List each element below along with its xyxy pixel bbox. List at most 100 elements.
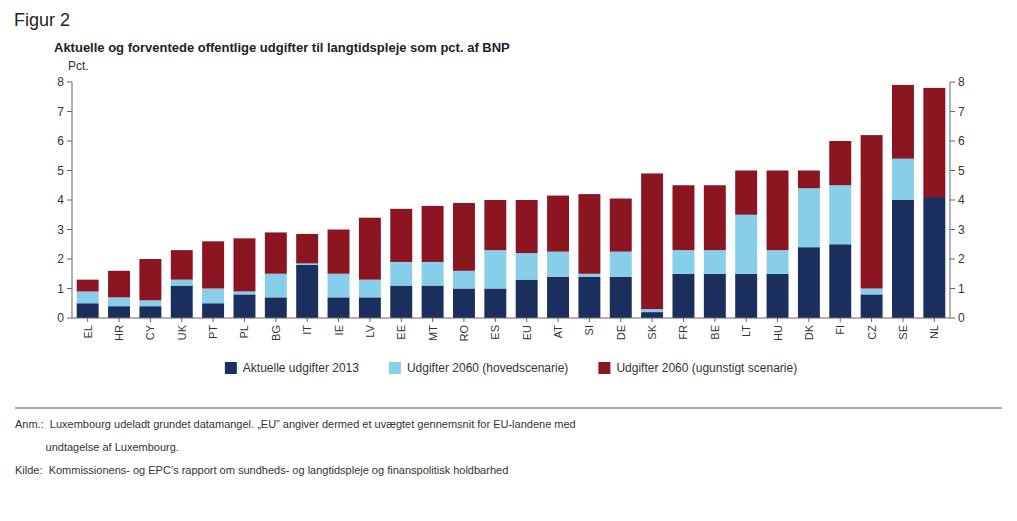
bar-segment <box>798 188 820 247</box>
bar-segment <box>328 230 350 274</box>
bar-segment <box>484 200 506 250</box>
bar-segment <box>359 218 381 280</box>
x-tick-label: BE <box>709 325 721 340</box>
bar-segment <box>328 297 350 318</box>
x-tick <box>87 318 88 322</box>
x-tick <box>558 318 559 322</box>
bar-segment <box>578 274 600 277</box>
bar-segment <box>77 280 99 292</box>
y2-tick <box>950 318 955 319</box>
bar-segment <box>422 286 444 318</box>
legend-label: Aktuelle udgifter 2013 <box>243 361 359 375</box>
x-tick <box>683 318 684 322</box>
bar-segment <box>578 194 600 274</box>
x-tick <box>338 318 339 322</box>
x-tick-label: PL <box>238 325 250 338</box>
bar-segment <box>296 263 318 264</box>
bar-segment <box>704 250 726 274</box>
x-tick <box>777 318 778 322</box>
bar-segment <box>610 277 632 318</box>
bar-segment <box>171 280 193 286</box>
x-tick <box>181 318 182 322</box>
y-tick <box>67 111 72 112</box>
bar-segment <box>202 303 224 318</box>
annotation: Kilde: Kommissionens- og EPC’s rapport o… <box>15 464 508 476</box>
x-tick-label: NL <box>928 325 940 339</box>
y-tick <box>67 141 72 142</box>
title: Aktuelle og forventede offentlige udgift… <box>54 40 510 55</box>
bar-segment <box>359 297 381 318</box>
x-tick-label: CY <box>144 324 156 340</box>
bar-segment <box>547 277 569 318</box>
x-tick-label: MT <box>427 325 439 341</box>
bar-segment <box>108 297 130 306</box>
y-tick <box>67 229 72 230</box>
y2-tick <box>950 229 955 230</box>
legend-label: Udgifter 2060 (ugunstigt scenarie) <box>616 361 797 375</box>
x-tick-label: HU <box>772 325 784 341</box>
bar-segment <box>77 291 99 303</box>
y-tick-label: 6 <box>57 134 64 148</box>
x-tick <box>119 318 120 322</box>
bar-segment <box>453 289 475 319</box>
y-tick <box>67 259 72 260</box>
x-tick <box>652 318 653 322</box>
bar-segment <box>798 171 820 189</box>
x-tick <box>307 318 308 322</box>
legend-swatch <box>225 362 237 374</box>
bar-segment <box>672 185 694 250</box>
y-tick <box>67 200 72 201</box>
bar-segment <box>233 238 255 291</box>
bar-segment <box>390 262 412 286</box>
legend-swatch <box>389 362 401 374</box>
bar-segment <box>296 265 318 318</box>
bar-segment <box>171 250 193 280</box>
y-tick-label: 0 <box>57 311 64 325</box>
x-tick-label: BG <box>270 325 282 341</box>
y2-tick-label: 2 <box>958 252 965 266</box>
y-tick <box>67 288 72 289</box>
y-tick-label: 2 <box>57 252 64 266</box>
y-tick-label: 7 <box>57 105 64 119</box>
x-tick <box>244 318 245 322</box>
y-tick-label: 8 <box>57 75 64 89</box>
bar-segment <box>139 306 161 318</box>
x-tick <box>589 318 590 322</box>
x-tick <box>620 318 621 322</box>
y-axis-label: Pct. <box>68 59 89 73</box>
bar-segment <box>422 206 444 262</box>
bar-segment <box>861 135 883 288</box>
bar-segment <box>704 185 726 250</box>
figure-label: Figur 2 <box>14 10 70 30</box>
y2-tick <box>950 259 955 260</box>
y2-tick-label: 3 <box>958 223 965 237</box>
bar-segment <box>265 232 287 273</box>
bar-segment <box>829 185 851 244</box>
x-tick-label: ES <box>489 325 501 340</box>
y-tick <box>67 82 72 83</box>
bars <box>77 85 946 318</box>
bar-segment <box>202 289 224 304</box>
x-tick-label: EL <box>82 325 94 338</box>
bar-segment <box>108 271 130 298</box>
x-tick-label: EU <box>521 325 533 340</box>
bar-segment <box>390 286 412 318</box>
x-tick-label: FI <box>834 325 846 335</box>
bar-segment <box>265 274 287 298</box>
x-tick-label: HR <box>113 325 125 341</box>
bar-segment <box>641 173 663 309</box>
bar-segment <box>610 252 632 277</box>
y-tick-label: 1 <box>57 282 64 296</box>
bar-segment <box>202 241 224 288</box>
bar-segment <box>672 250 694 274</box>
x-tick <box>808 318 809 322</box>
bar-segment <box>892 200 914 318</box>
bar-segment <box>265 297 287 318</box>
legend-swatch <box>598 362 610 374</box>
y-tick <box>67 170 72 171</box>
y2-tick <box>950 111 955 112</box>
bar-segment <box>861 294 883 318</box>
divider <box>15 408 1002 409</box>
x-tick <box>840 318 841 322</box>
bar-segment <box>139 300 161 306</box>
